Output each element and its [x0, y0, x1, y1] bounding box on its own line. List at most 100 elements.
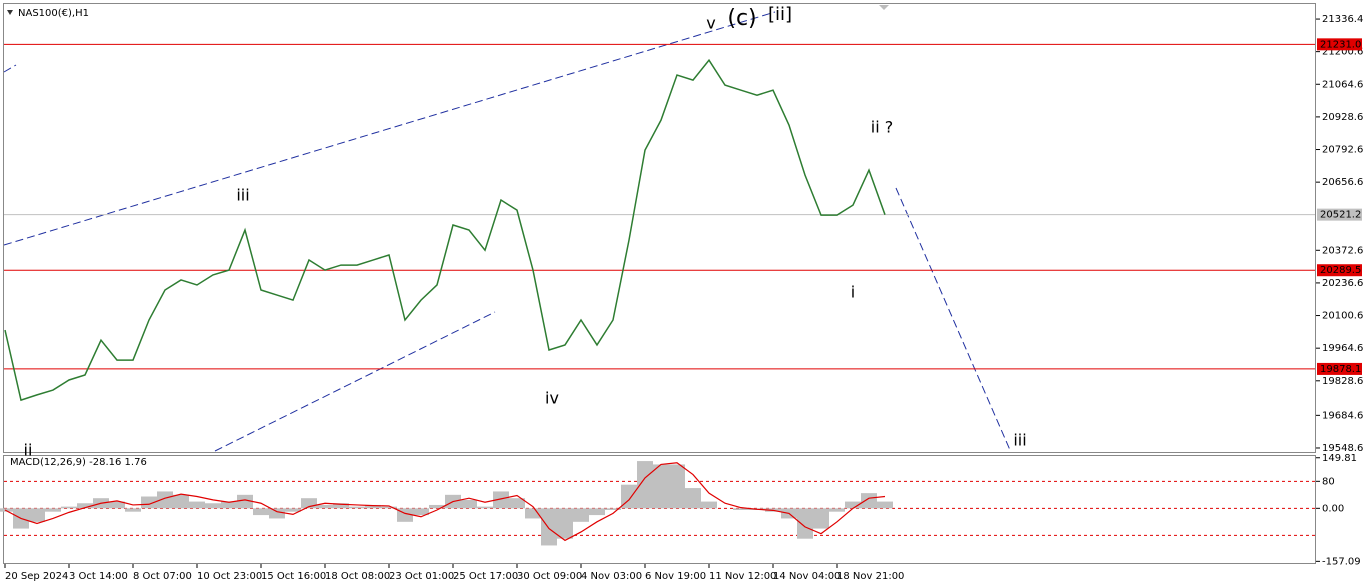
macd-bar	[125, 508, 141, 512]
x-tick-label: 14 Nov 04:00	[773, 571, 840, 582]
macd-bar	[541, 508, 557, 546]
x-tick-label: 30 Oct 09:00	[517, 571, 582, 582]
macd-bar	[365, 504, 381, 509]
macd-bar	[349, 506, 365, 509]
level-label: 20521.2	[1320, 210, 1361, 221]
macd-bar	[861, 493, 877, 509]
macd-bar	[669, 464, 685, 509]
macd-bar	[573, 508, 589, 522]
x-tick-label: 10 Oct 23:00	[197, 571, 262, 582]
y-tick-label: 19828.6	[1322, 376, 1363, 387]
x-tick-label: 18 Nov 21:00	[837, 571, 904, 582]
macd-bar	[29, 508, 45, 522]
wave-label: iv	[545, 389, 559, 408]
macd-bar	[509, 498, 525, 509]
macd-bar	[877, 501, 893, 509]
trend-line	[214, 311, 496, 452]
macd-bar	[477, 506, 493, 509]
macd-bar	[157, 491, 173, 509]
macd-bar	[797, 508, 813, 539]
wave-label: ii ?	[871, 118, 893, 137]
macd-bar	[141, 496, 157, 509]
y-tick-label: 21336.4	[1322, 14, 1363, 25]
macd-bar	[381, 506, 397, 509]
level-box	[1317, 38, 1362, 51]
wave-label: i	[851, 283, 855, 302]
level-label: 21231.0	[1320, 39, 1361, 50]
x-tick-label: 25 Oct 17:00	[453, 571, 518, 582]
macd-bar	[301, 498, 317, 509]
trend-line	[3, 11, 776, 246]
macd-bar	[589, 508, 605, 516]
wave-label: iii	[1013, 431, 1026, 450]
chart-title: NAS100(€),H1	[18, 8, 89, 19]
x-tick-label: 18 Oct 08:00	[325, 571, 390, 582]
y-tick-label: 20372.6	[1322, 245, 1363, 256]
y-tick-label: 21064.6	[1322, 79, 1363, 90]
macd-bar	[605, 508, 621, 511]
x-tick-label: 23 Oct 01:00	[389, 571, 454, 582]
symbol-marker	[7, 10, 13, 15]
x-tick-label: 20 Sep 2024	[5, 571, 68, 582]
wave-label: [ii]	[768, 4, 792, 25]
y-tick-label: 0.00	[1322, 503, 1344, 514]
macd-bar	[61, 506, 77, 509]
macd-bar	[557, 508, 573, 539]
x-tick-label: 8 Oct 07:00	[133, 571, 192, 582]
wave-label: ii	[24, 441, 33, 460]
wave-label: iii	[236, 186, 249, 205]
macd-bar	[829, 508, 845, 512]
macd-bar	[237, 494, 253, 509]
macd-bar	[45, 508, 61, 512]
macd-bar	[493, 491, 509, 509]
x-tick-label: 6 Nov 19:00	[645, 571, 706, 582]
macd-bar	[173, 494, 189, 509]
macd-bar	[733, 508, 749, 511]
y-tick-label: 20236.6	[1322, 278, 1363, 289]
macd-title: MACD(12,26,9) -28.16 1.76	[10, 457, 147, 468]
macd-bar	[845, 501, 861, 509]
macd-bar	[701, 501, 717, 509]
macd-bar	[813, 508, 829, 529]
y-tick-label: 20928.6	[1322, 112, 1363, 123]
macd-bar	[429, 504, 445, 509]
x-tick-label: 3 Oct 14:00	[69, 571, 128, 582]
macd-bar	[621, 484, 637, 509]
macd-bar	[0, 508, 13, 512]
y-tick-label: 20792.6	[1322, 145, 1363, 156]
y-tick-label: 19684.6	[1322, 410, 1363, 421]
macd-bar	[77, 503, 93, 509]
y-tick-label: -157.09	[1322, 556, 1361, 567]
macd-bar	[461, 499, 477, 509]
y-tick-label: 80	[1322, 476, 1335, 487]
macd-bar	[653, 464, 669, 509]
level-box	[1317, 208, 1362, 221]
macd-bar	[269, 508, 285, 519]
wave-label: (c)	[727, 6, 756, 31]
x-tick-label: 11 Nov 12:00	[709, 571, 776, 582]
macd-bar	[109, 501, 125, 509]
macd-bar	[685, 488, 701, 509]
trend-line	[3, 64, 17, 73]
level-box	[1317, 264, 1362, 277]
price-line	[4, 58, 886, 402]
y-tick-label: 20656.6	[1322, 177, 1363, 188]
wave-label: v	[706, 14, 715, 33]
macd-bar	[413, 508, 429, 516]
macd-bar	[317, 504, 333, 509]
y-tick-label: 20100.6	[1322, 311, 1363, 322]
level-label: 19878.1	[1320, 364, 1361, 375]
macd-bar	[189, 501, 205, 509]
signal-line	[4, 462, 886, 542]
macd-bar	[525, 508, 541, 519]
macd-bar	[637, 461, 653, 509]
macd-bar	[333, 503, 349, 509]
y-tick-label: 149.81	[1322, 453, 1357, 464]
level-box	[1317, 362, 1362, 375]
macd-bar	[221, 501, 237, 509]
level-label: 20289.5	[1320, 265, 1361, 276]
macd-bar	[285, 508, 301, 512]
x-tick-label: 4 Nov 03:00	[581, 571, 642, 582]
macd-bar	[253, 508, 269, 516]
